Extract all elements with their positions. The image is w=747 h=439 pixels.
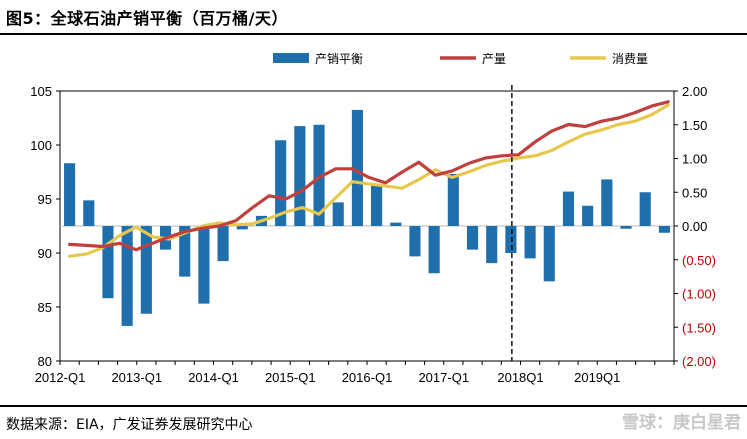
right-axis-tick-label: (2.00): [682, 354, 716, 369]
bar-balance: [313, 124, 325, 226]
legend-label: 消费量: [612, 52, 648, 66]
bar-balance: [198, 226, 210, 304]
bar-balance: [466, 226, 479, 250]
bar-balance: [524, 226, 536, 259]
bar-balance: [505, 226, 517, 253]
bar-balance: [140, 226, 152, 314]
source-note: 数据来源：EIA，广发证券发展研究中心: [6, 417, 253, 433]
bar-balance: [179, 226, 191, 277]
bar-balance: [64, 163, 76, 226]
right-axis-tick-label: (1.00): [682, 287, 716, 302]
right-axis-tick-label: 0.50: [682, 185, 707, 200]
bar-balance: [620, 226, 632, 229]
bar-balance: [351, 109, 363, 226]
chart-title: 图5：全球石油产销平衡（百万桶/天）: [6, 9, 288, 28]
x-axis-tick-label: 2018Q1: [497, 370, 543, 385]
x-axis-tick-label: 2017-Q1: [418, 370, 469, 385]
right-axis-tick-label: 1.50: [682, 118, 707, 133]
x-axis-tick-label: 2019Q1: [574, 370, 620, 385]
legend: 产销平衡 产量 消费量: [273, 52, 648, 66]
bar-balance: [236, 226, 248, 230]
line-consumption: [67, 103, 670, 258]
left-axis-tick-label: 85: [38, 300, 52, 315]
bar-balance: [83, 200, 95, 226]
right-axis-tick-label: 1.00: [682, 152, 707, 167]
bar-balance: [447, 174, 459, 226]
plot-area: 80 85 90 95 100 105 2.00 1.50 1.00 0.50 0.00 (0.50)…: [30, 84, 716, 385]
bar-balance: [121, 226, 133, 326]
legend-swatch-balance: [273, 53, 309, 63]
left-axis-tick-label: 90: [38, 246, 52, 261]
right-axis-tick-label: 0.00: [682, 219, 707, 234]
x-axis-tick-label: 2013-Q1: [111, 370, 162, 385]
bar-balance: [658, 226, 670, 233]
bar-balance: [390, 222, 402, 226]
bar-balance: [217, 226, 229, 262]
bar-balance: [294, 126, 306, 226]
bar-balance: [428, 226, 440, 274]
left-axis-tick-label: 95: [38, 192, 52, 207]
title-rule: [0, 33, 747, 35]
left-axis-tick-label: 100: [30, 138, 52, 153]
bar-balance: [275, 140, 287, 226]
bar-balance: [601, 179, 613, 226]
legend-label: 产销平衡: [315, 52, 363, 66]
x-axis-tick-label: 2012-Q1: [35, 370, 86, 385]
x-axis-tick-label: 2016-Q1: [342, 370, 393, 385]
bar-balance: [639, 192, 651, 226]
right-axis-tick-label: 2.00: [682, 84, 707, 99]
x-axis-tick-label: 2014-Q1: [188, 370, 239, 385]
bar-balance: [371, 184, 383, 226]
legend-label: 产量: [482, 52, 506, 66]
bar-balance: [562, 191, 575, 226]
x-axis-tick-label: 2015-Q1: [265, 370, 316, 385]
source-rule: [0, 405, 747, 407]
right-axis-tick-label: (1.50): [682, 320, 716, 335]
bar-balance: [102, 226, 114, 299]
bar-balance: [543, 226, 555, 282]
left-axis-tick-label: 105: [30, 84, 52, 99]
bar-balance: [332, 202, 344, 226]
bar-balance: [582, 205, 594, 226]
right-axis-tick-label: (0.50): [682, 253, 716, 268]
line-production: [67, 100, 670, 252]
left-axis-tick-label: 80: [38, 354, 52, 369]
bar-balance: [486, 226, 498, 264]
bar-balance: [409, 226, 421, 257]
watermark: 雪球：庚白星君: [622, 413, 741, 433]
